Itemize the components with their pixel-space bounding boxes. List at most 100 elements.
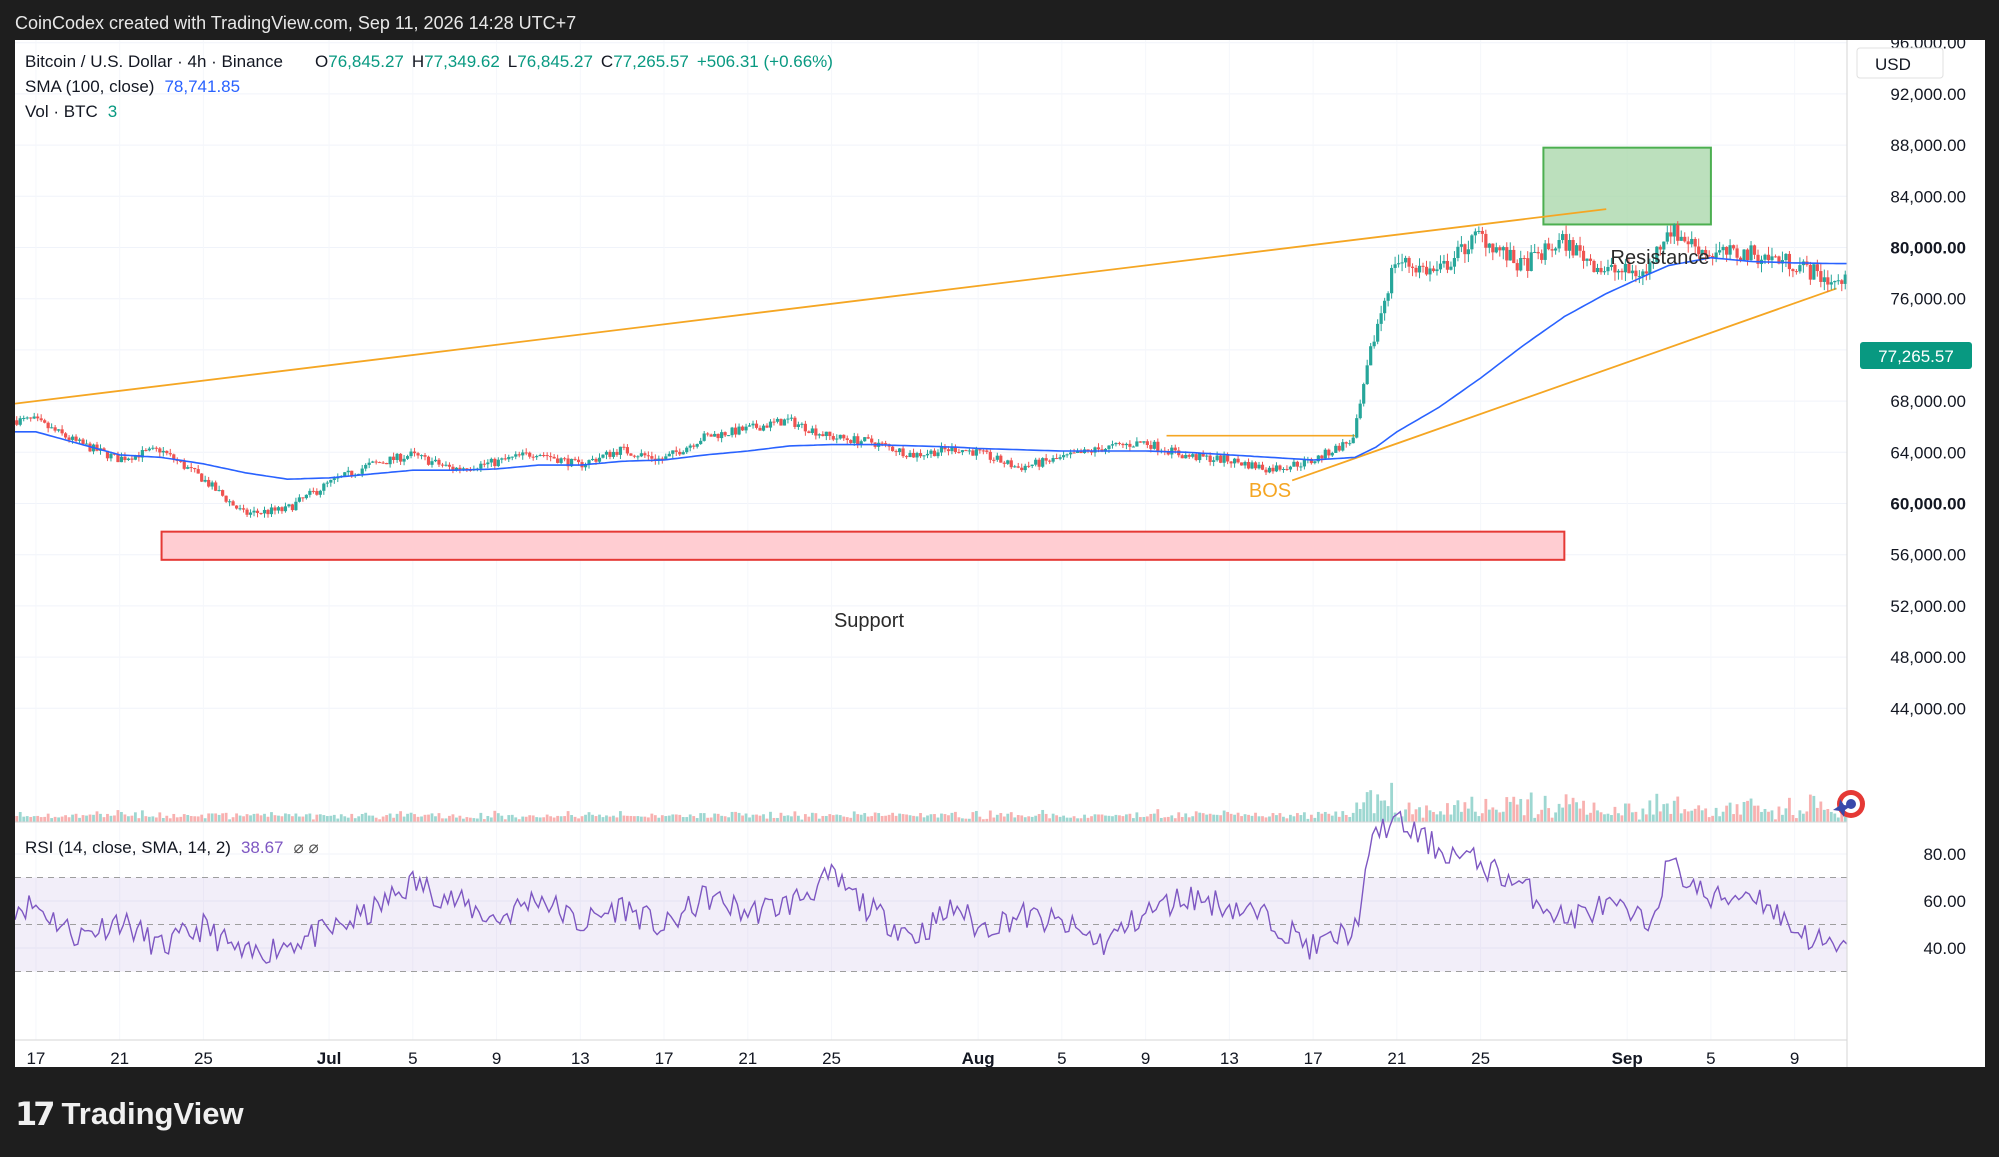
volume-bar [713, 813, 717, 822]
volume-bar [570, 815, 573, 822]
candle-body [793, 417, 797, 427]
candle-body [838, 434, 842, 439]
volume-bar [877, 813, 881, 822]
candle-body [1110, 444, 1115, 446]
volume-bar [1512, 796, 1516, 822]
currency-label[interactable]: USD [1875, 55, 1911, 74]
candle-body [70, 436, 75, 440]
volume-bar [130, 815, 134, 822]
volume-bar [880, 815, 884, 822]
candle-body [395, 453, 399, 461]
candle-body [1466, 249, 1470, 255]
candle-body [1027, 465, 1031, 467]
volume-bar [1240, 816, 1243, 822]
volume-bar [399, 811, 402, 822]
candle-body [1718, 250, 1722, 253]
candle-body [112, 453, 117, 455]
candle-body [538, 455, 542, 457]
volume-bar [1749, 798, 1753, 822]
volume-bar [507, 815, 511, 822]
volume-bar [1564, 794, 1568, 822]
volume-bar [74, 813, 78, 822]
candle-body [200, 473, 204, 482]
price-tick-label: 60,000.00 [1890, 495, 1966, 514]
candle-body [709, 434, 713, 437]
ohlc-values: O76,845.27 H77,349.62 L76,845.27 C77,265.57… [315, 52, 833, 71]
volume-bar [999, 813, 1003, 822]
volume-bar [385, 815, 389, 822]
volume-bar [950, 812, 954, 822]
candle-body [1711, 256, 1715, 258]
candle-body [625, 447, 630, 454]
candle-body [1355, 418, 1359, 438]
time-tick-label: 17 [655, 1049, 674, 1067]
volume-bar [1027, 816, 1031, 822]
candle-body [824, 431, 828, 437]
volume-bar [1341, 811, 1345, 822]
volume-bar [109, 815, 113, 822]
candle-body [1672, 224, 1676, 237]
volume-bar [1655, 793, 1659, 822]
candle-body [1149, 444, 1153, 449]
candle-body [217, 490, 221, 492]
candle-body [322, 483, 326, 491]
candle-body [1316, 455, 1320, 462]
volume-bar [1582, 800, 1585, 822]
candle-body [1055, 458, 1059, 460]
candle-body [315, 491, 319, 495]
candle-body [765, 425, 769, 428]
candle-body [405, 456, 410, 459]
candle-body [992, 459, 996, 461]
volume-bar [280, 816, 284, 822]
candle-body [587, 460, 591, 465]
volume-bar [1466, 808, 1470, 822]
candle-body [761, 425, 766, 431]
candle-body [856, 436, 860, 445]
candle-body [269, 507, 274, 515]
volume-bar [744, 813, 748, 822]
volume-bar [821, 815, 825, 822]
candle-body [1609, 264, 1614, 267]
candle-body [489, 458, 493, 463]
candle-body [807, 431, 811, 434]
candle-body [1738, 257, 1743, 261]
zones [160, 146, 1712, 561]
candle-body [1442, 260, 1446, 264]
candle-body [1302, 459, 1306, 467]
volume-bar [1006, 813, 1010, 822]
volume-bar [332, 814, 336, 822]
candle-body [1578, 245, 1582, 251]
volume-bar [1439, 811, 1442, 822]
candle-body [1543, 243, 1547, 260]
volume-bar [702, 813, 706, 822]
candle-body [1798, 265, 1802, 272]
volume-bar [1704, 808, 1708, 822]
candle-body [1484, 233, 1488, 248]
volume-bar [796, 815, 800, 822]
volume-bar [545, 814, 549, 822]
candle-body [496, 459, 500, 467]
volume-bar [831, 815, 835, 822]
candle-body [168, 453, 172, 455]
volume-bar [1365, 792, 1369, 822]
candle-body [1020, 467, 1024, 471]
volume-bar [919, 813, 922, 822]
volume-bar [95, 811, 99, 822]
price-chart[interactable]: 96,000.0092,000.0088,000.0084,000.0080,0… [14, 34, 1985, 1068]
volume-value: 3 [108, 102, 117, 121]
volume-bar [339, 814, 343, 822]
candle-body [1417, 265, 1422, 273]
volume-bar [517, 819, 521, 822]
time-tick-label: 21 [110, 1049, 129, 1067]
candle-body [1229, 461, 1233, 464]
volume-bar [842, 816, 846, 822]
currency-selector[interactable]: USD [1856, 47, 1944, 79]
support-zone [160, 530, 1566, 561]
candle-body [1480, 230, 1484, 234]
volume-bar [406, 813, 409, 822]
candle-body [1581, 250, 1586, 261]
volume-bar [32, 816, 36, 822]
volume-bar [685, 817, 689, 822]
volume-bar [15, 816, 19, 822]
volume-bar [845, 817, 849, 822]
